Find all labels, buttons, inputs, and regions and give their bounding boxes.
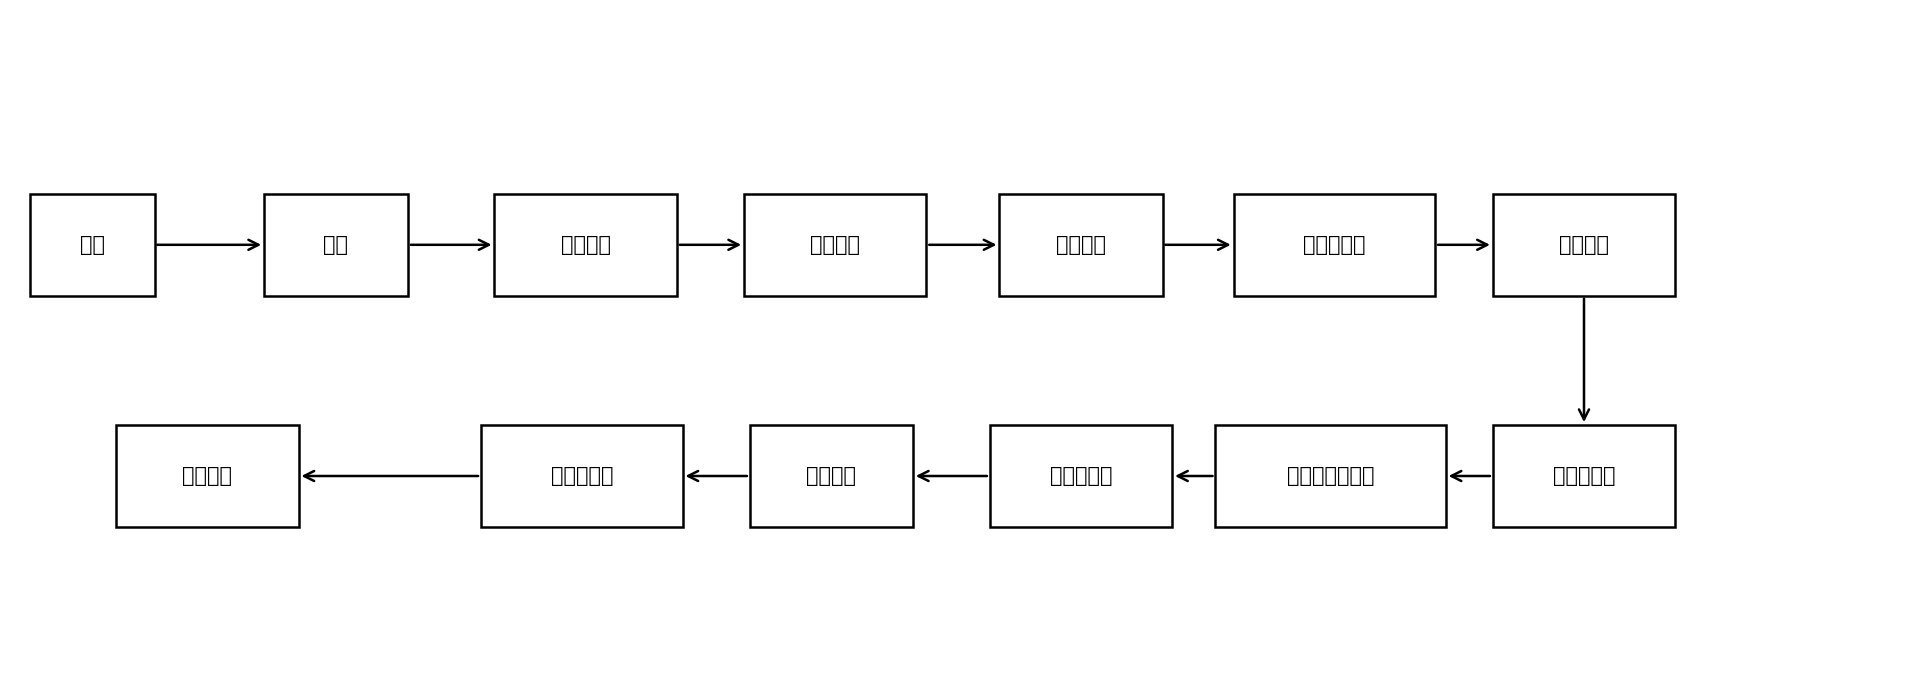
Text: 成品收线: 成品收线 xyxy=(182,466,232,486)
Text: 去气处理: 去气处理 xyxy=(1559,235,1609,255)
Text: 光单元绞合: 光单元绞合 xyxy=(1050,466,1112,486)
Text: 三层共挤: 三层共挤 xyxy=(1056,235,1106,255)
Bar xyxy=(1233,194,1434,296)
Text: 绕包阻水带: 绕包阻水带 xyxy=(1304,235,1365,255)
Bar xyxy=(29,194,154,296)
Bar xyxy=(745,194,927,296)
Bar xyxy=(998,194,1162,296)
Text: 钓护套挤出: 钓护套挤出 xyxy=(1553,466,1615,486)
Bar xyxy=(1215,425,1446,527)
Bar xyxy=(1494,194,1674,296)
Text: 分割股块: 分割股块 xyxy=(561,235,611,255)
Bar xyxy=(749,425,914,527)
Bar xyxy=(991,425,1171,527)
Bar xyxy=(115,425,300,527)
Text: 钓丝高装: 钓丝高装 xyxy=(806,466,856,486)
Text: 绞合: 绞合 xyxy=(323,235,349,255)
Bar xyxy=(495,194,678,296)
Bar xyxy=(480,425,684,527)
Bar xyxy=(263,194,407,296)
Text: 分割导体: 分割导体 xyxy=(810,235,860,255)
Text: 拉丝: 拉丝 xyxy=(79,235,106,255)
Text: 外护套挤出: 外护套挤出 xyxy=(551,466,612,486)
Text: 半导电护层挤出: 半导电护层挤出 xyxy=(1286,466,1375,486)
Bar xyxy=(1494,425,1674,527)
